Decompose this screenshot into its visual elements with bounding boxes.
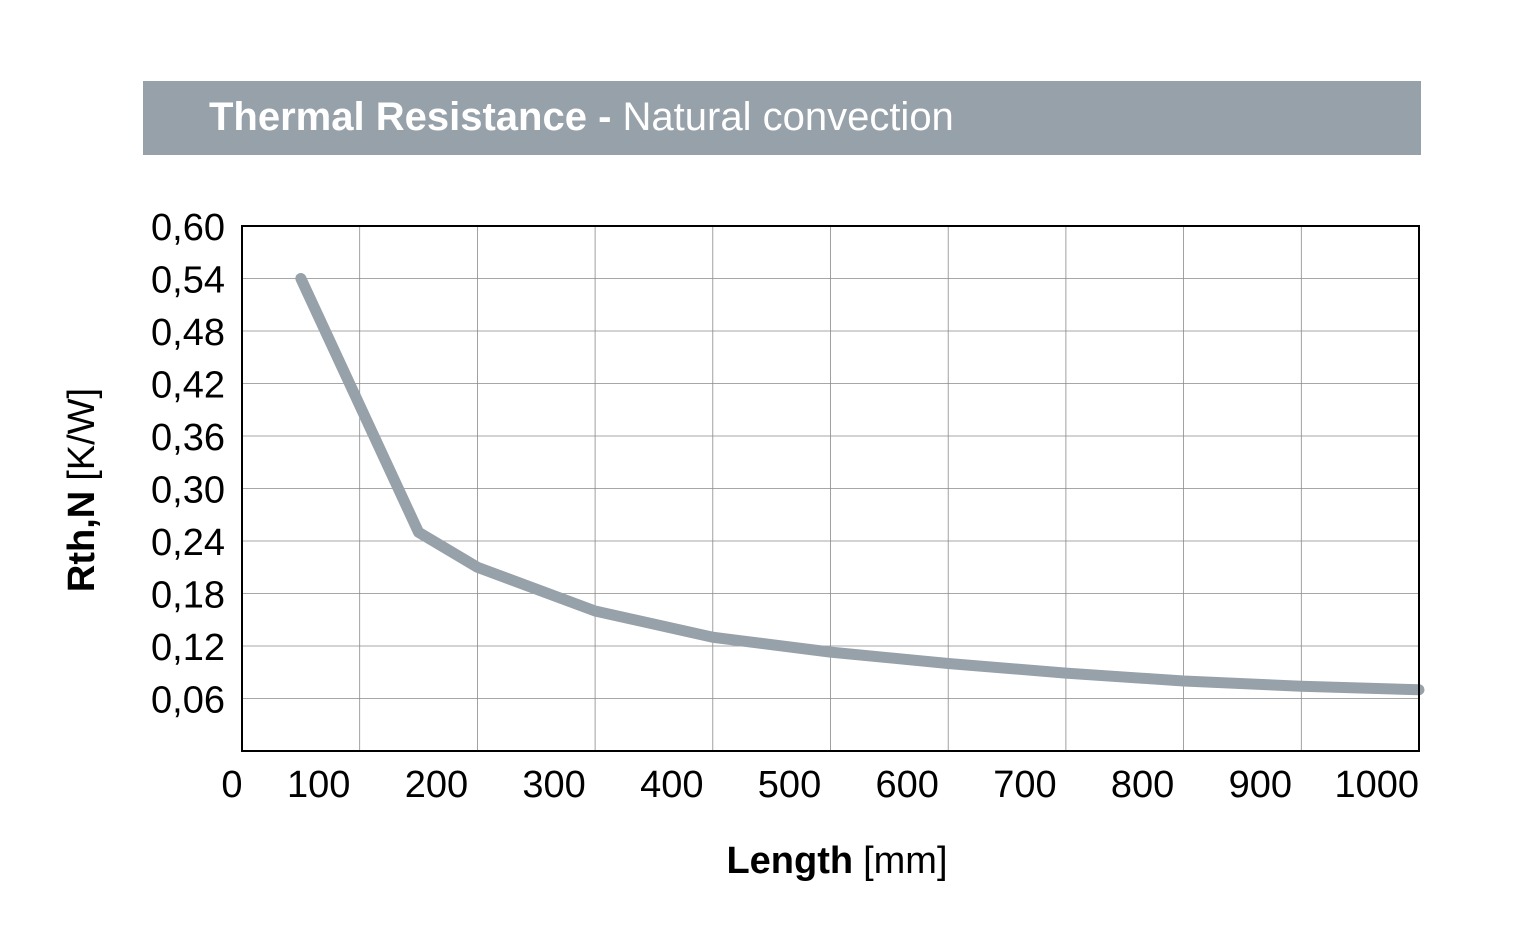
plot-frame: [241, 225, 1420, 752]
x-tick-label: 800: [1111, 764, 1174, 806]
x-axis-label-bold: Length: [726, 840, 853, 882]
title-bold: Thermal Resistance -: [209, 95, 612, 139]
tick-labels: 0 100 200 300 400 500 600 700 800 900 1000 0,06 0,12…: [151, 207, 1419, 806]
y-tick-label: 0,48: [151, 312, 225, 354]
y-tick-label: 0,12: [151, 627, 225, 669]
x-tick-label: 0: [221, 764, 242, 806]
y-tick-label: 0,54: [151, 260, 225, 302]
x-tick-label: 500: [758, 764, 821, 806]
x-tick-label: 400: [640, 764, 703, 806]
x-tick-label: 100: [287, 764, 350, 806]
x-tick-label: 300: [522, 764, 585, 806]
title-light: Natural convection: [622, 95, 954, 139]
y-tick-label: 0,30: [151, 470, 225, 512]
x-tick-label: 700: [993, 764, 1056, 806]
y-tick-label: 0,06: [151, 680, 225, 722]
y-axis-label-bold: Rth,N: [61, 491, 103, 592]
x-axis-label: Length [mm]: [726, 840, 947, 882]
x-tick-label: 200: [405, 764, 468, 806]
y-tick-label: 0,36: [151, 417, 225, 459]
y-tick-label: 0,18: [151, 575, 225, 617]
y-tick-label: 0,24: [151, 522, 225, 564]
y-tick-label: 0,60: [151, 207, 225, 249]
chart-title: Thermal Resistance - Natural convection: [209, 95, 954, 140]
y-axis-label-unit: [K/W]: [61, 388, 103, 481]
grid: [241, 225, 1420, 751]
series-line: [295, 273, 1425, 696]
x-tick-label: 1000: [1334, 764, 1419, 806]
x-tick-label: 900: [1229, 764, 1292, 806]
x-tick-label: 600: [875, 764, 938, 806]
x-axis-label-unit: [mm]: [863, 840, 947, 882]
title-band: Thermal Resistance - Natural convection: [143, 81, 1421, 155]
y-tick-label: 0,42: [151, 365, 225, 407]
y-axis-label: Rth,N [K/W]: [61, 388, 103, 592]
